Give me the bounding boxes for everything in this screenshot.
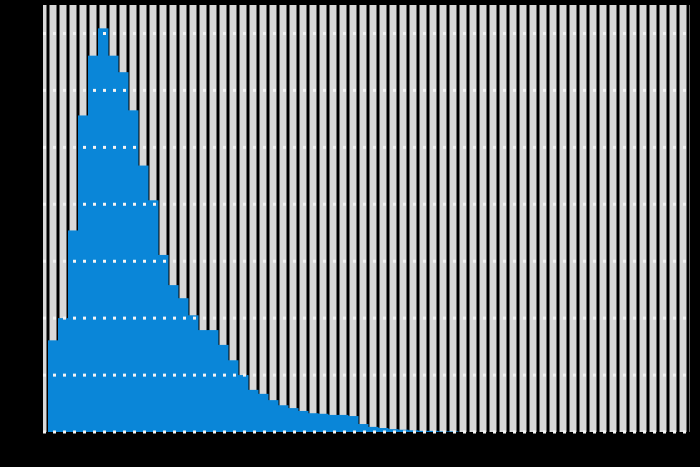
- bar: [268, 400, 279, 432]
- bar: [128, 110, 139, 433]
- bar: [48, 340, 59, 432]
- bar: [248, 389, 259, 432]
- bar: [378, 428, 389, 432]
- bar: [78, 115, 89, 432]
- bar: [198, 330, 209, 432]
- bar: [158, 254, 169, 432]
- bar: [368, 426, 379, 432]
- bar: [328, 414, 339, 432]
- bar: [208, 330, 219, 432]
- bar: [118, 72, 129, 432]
- bar: [178, 298, 189, 432]
- bar: [308, 413, 319, 432]
- bar: [288, 408, 299, 432]
- bar: [338, 414, 349, 432]
- bar: [228, 360, 239, 432]
- bar: [238, 375, 249, 432]
- bar: [278, 405, 289, 432]
- bar: [258, 393, 269, 432]
- bar: [68, 230, 79, 432]
- bar: [98, 28, 109, 433]
- bar: [348, 416, 359, 432]
- bar: [358, 424, 369, 432]
- bar: [168, 285, 179, 432]
- bar: [318, 413, 329, 432]
- bar: [298, 410, 309, 432]
- bar: [148, 200, 159, 432]
- bar: [88, 55, 99, 433]
- bar: [218, 344, 229, 432]
- bar: [108, 55, 119, 433]
- bar: [138, 165, 149, 432]
